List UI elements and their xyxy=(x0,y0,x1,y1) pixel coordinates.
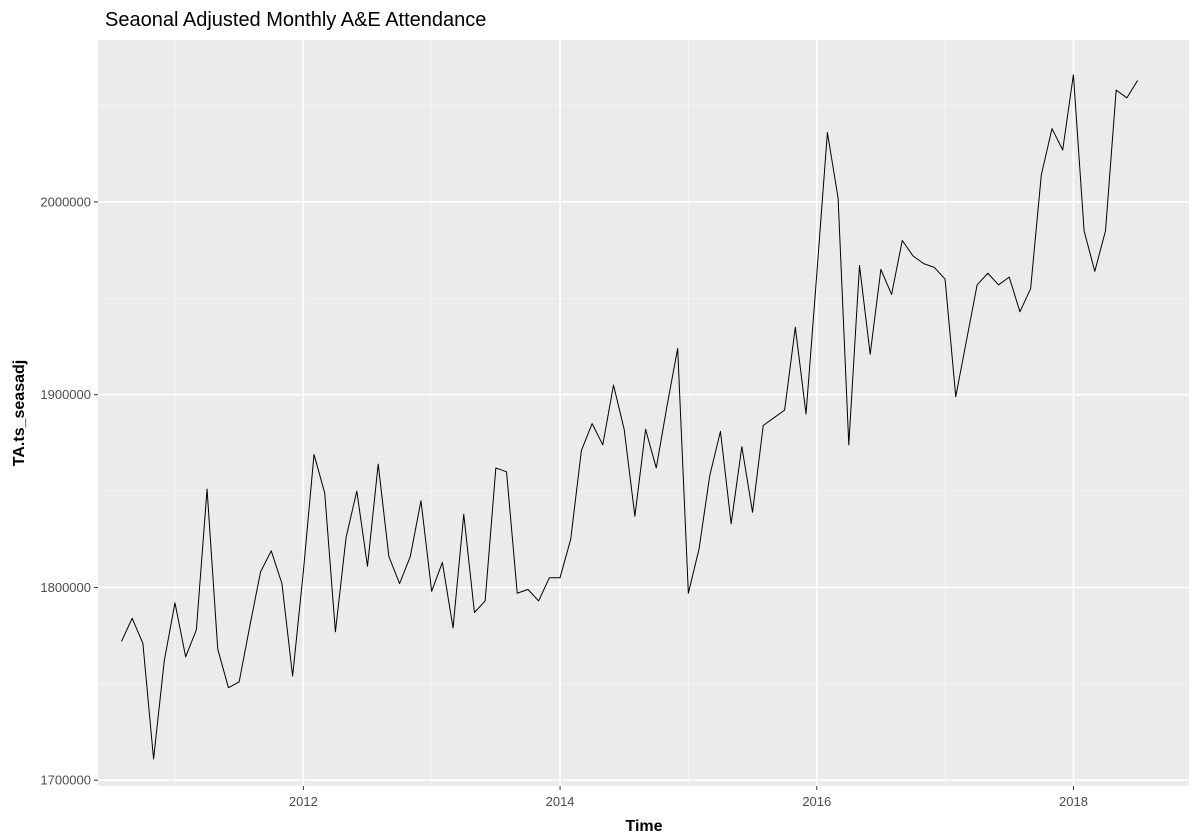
series-line xyxy=(121,74,1139,760)
x-axis-title: Time xyxy=(625,818,662,835)
x-tick-label: 2016 xyxy=(802,794,831,809)
plot-panel xyxy=(98,40,1189,786)
x-tick-label: 2012 xyxy=(289,794,318,809)
major-gridlines xyxy=(98,40,1189,786)
y-axis-title: TA.ts_seasadj xyxy=(11,360,28,466)
y-tick-label: 1700000 xyxy=(40,773,91,788)
x-tick-label: 2014 xyxy=(546,794,575,809)
y-axis: 1700000 1800000 1900000 2000000 xyxy=(40,194,98,788)
series-layer xyxy=(121,74,1139,760)
y-tick-label: 2000000 xyxy=(40,194,91,209)
x-axis: 2012 2014 2016 2018 xyxy=(289,786,1088,809)
minor-gridlines xyxy=(98,40,1189,786)
y-tick-label: 1900000 xyxy=(40,387,91,402)
y-tick-label: 1800000 xyxy=(40,580,91,595)
chart-title: Seaonal Adjusted Monthly A&E Attendance xyxy=(105,9,486,31)
x-tick-label: 2018 xyxy=(1059,794,1088,809)
